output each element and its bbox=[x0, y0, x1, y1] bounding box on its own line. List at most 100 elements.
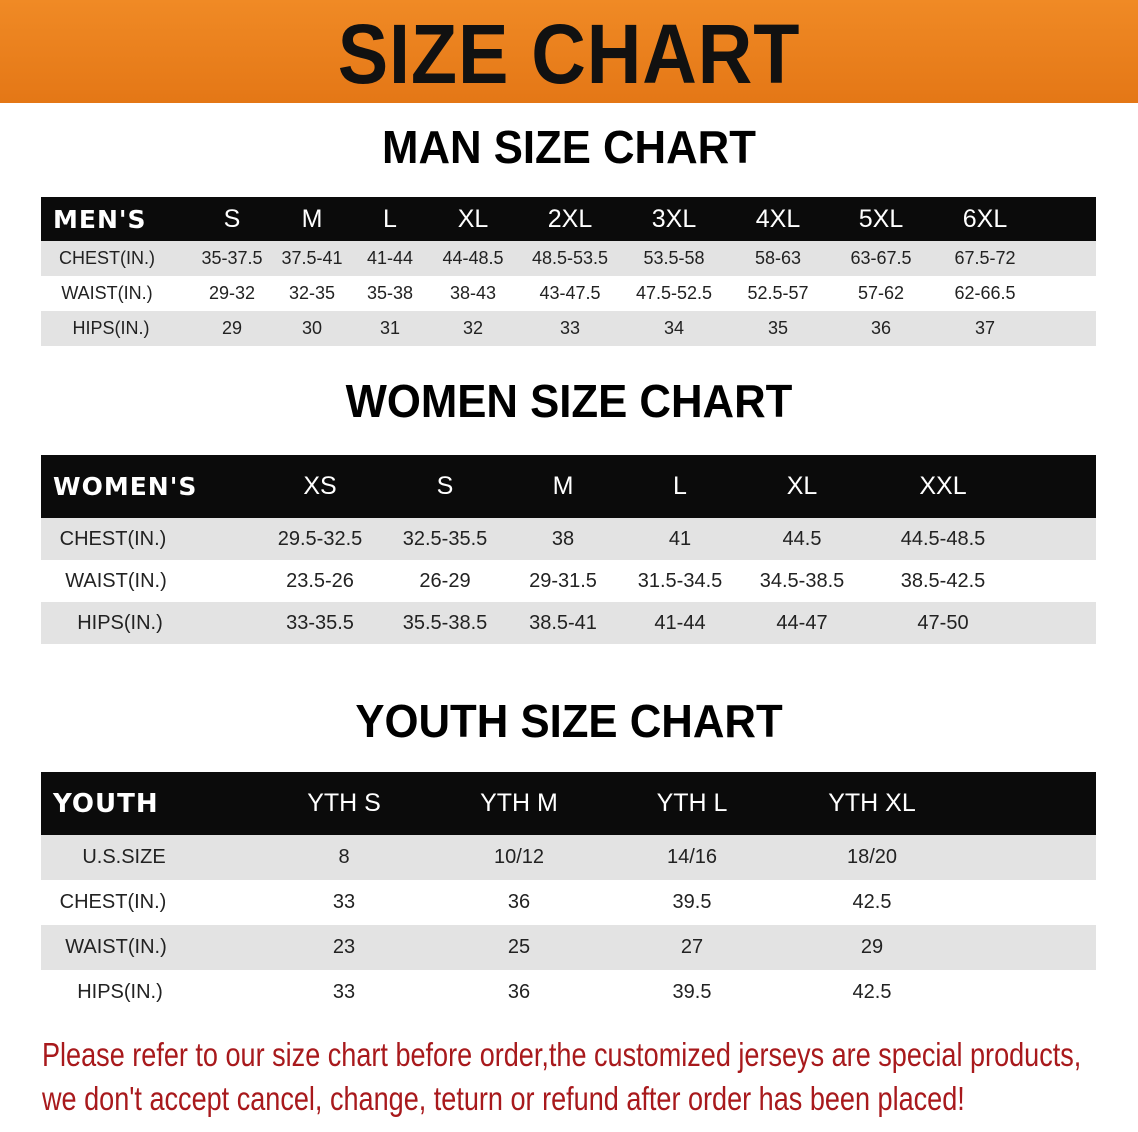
table-cell: 31 bbox=[379, 318, 401, 338]
table-cell: 35-38 bbox=[366, 283, 414, 303]
table-cell: 31.5-34.5 bbox=[637, 569, 723, 592]
size-column-header: YTH S bbox=[307, 789, 381, 817]
size-column-header: 3XL bbox=[651, 204, 697, 233]
women-header-label: WOMEN'S bbox=[53, 472, 198, 501]
size-column-header: M bbox=[301, 204, 323, 233]
table-cell: 41-44 bbox=[654, 611, 706, 634]
table-cell: 63-67.5 bbox=[850, 248, 912, 268]
table-row: WAIST(IN.) 29-32 32-35 35-38 38-43 43-47.5 47.… bbox=[41, 276, 1096, 311]
table-cell: 47-50 bbox=[917, 611, 969, 634]
size-column-header: 6XL bbox=[962, 204, 1008, 233]
table-cell: 52.5-57 bbox=[747, 283, 809, 303]
table-cell: 32.5-35.5 bbox=[402, 527, 488, 550]
order-notice-line-2: we don't accept cancel, change, teturn o… bbox=[42, 1080, 965, 1117]
table-cell: 29 bbox=[221, 318, 243, 338]
women-table-header: WOMEN'S XS S M L XL XXL bbox=[41, 455, 1096, 518]
table-cell: 43-47.5 bbox=[539, 283, 601, 303]
table-cell: 18/20 bbox=[846, 846, 898, 868]
table-cell: 10/12 bbox=[493, 846, 545, 868]
table-cell: 33 bbox=[332, 891, 356, 913]
table-cell: 27 bbox=[680, 936, 704, 958]
table-cell: 25 bbox=[507, 936, 531, 958]
table-cell: 30 bbox=[301, 318, 323, 338]
youth-header-label: YOUTH bbox=[53, 788, 159, 819]
table-cell: 29.5-32.5 bbox=[277, 527, 363, 550]
size-column-header: 4XL bbox=[755, 204, 801, 233]
size-column-header: L bbox=[673, 472, 687, 500]
row-label: HIPS(IN.) bbox=[72, 318, 150, 338]
table-row: WAIST(IN.) 23.5-26 26-29 29-31.5 31.5-34.5 34… bbox=[41, 560, 1096, 602]
row-label: WAIST(IN.) bbox=[61, 283, 153, 303]
table-cell: 41 bbox=[668, 527, 692, 550]
table-row: HIPS(IN.) 33-35.5 35.5-38.5 38.5-41 41-44 44-… bbox=[41, 602, 1096, 644]
size-column-header: 2XL bbox=[547, 204, 593, 233]
size-column-header: M bbox=[552, 472, 574, 500]
table-row: HIPS(IN.) 33 36 39.5 42.5 bbox=[41, 970, 1096, 1015]
table-cell: 32-35 bbox=[288, 283, 336, 303]
table-cell: 58-63 bbox=[754, 248, 802, 268]
row-label: U.S.SIZE bbox=[82, 846, 166, 868]
size-column-header: 5XL bbox=[858, 204, 904, 233]
table-cell: 37 bbox=[974, 318, 996, 338]
table-cell: 36 bbox=[507, 891, 531, 913]
table-cell: 36 bbox=[870, 318, 892, 338]
table-cell: 8 bbox=[338, 846, 350, 868]
table-cell: 44.5-48.5 bbox=[900, 527, 986, 550]
size-column-header: S bbox=[223, 204, 241, 233]
table-row: CHEST(IN.) 35-37.5 37.5-41 41-44 44-48.5 48.5… bbox=[41, 241, 1096, 276]
table-cell: 36 bbox=[507, 981, 531, 1003]
table-cell: 53.5-58 bbox=[643, 248, 705, 268]
row-label: HIPS(IN.) bbox=[77, 611, 163, 634]
table-cell: 42.5 bbox=[852, 981, 892, 1003]
table-cell: 67.5-72 bbox=[954, 248, 1016, 268]
youth-size-table: YOUTH YTH S YTH M YTH L YTH XL U.S.SIZE 8 10/12… bbox=[41, 772, 1096, 1015]
table-cell: 35 bbox=[767, 318, 789, 338]
table-cell: 44.5 bbox=[782, 527, 822, 550]
table-cell: 14/16 bbox=[666, 846, 718, 868]
size-column-header: L bbox=[383, 204, 397, 233]
row-label: CHEST(IN.) bbox=[59, 891, 167, 913]
table-cell: 62-66.5 bbox=[954, 283, 1016, 303]
size-column-header: XXL bbox=[919, 472, 967, 500]
row-label: WAIST(IN.) bbox=[65, 569, 167, 592]
size-chart-banner: SIZE CHART bbox=[0, 0, 1138, 103]
table-cell: 33 bbox=[332, 981, 356, 1003]
table-cell: 23 bbox=[332, 936, 356, 958]
table-row: CHEST(IN.) 33 36 39.5 42.5 bbox=[41, 880, 1096, 925]
table-cell: 57-62 bbox=[857, 283, 905, 303]
row-label: WAIST(IN.) bbox=[65, 936, 167, 958]
size-column-header: S bbox=[436, 472, 454, 500]
size-column-header: YTH L bbox=[656, 789, 728, 817]
men-table-header: MEN'S S M L XL 2XL 3XL 4XL 5XL 6XL bbox=[41, 197, 1096, 241]
size-column-header: YTH XL bbox=[828, 789, 916, 817]
row-label: CHEST(IN.) bbox=[59, 248, 155, 268]
table-cell: 47.5-52.5 bbox=[635, 283, 713, 303]
youth-heading: YOUTH SIZE CHART bbox=[355, 695, 783, 747]
table-cell: 35-37.5 bbox=[201, 248, 263, 268]
women-heading: WOMEN SIZE CHART bbox=[345, 375, 793, 427]
women-size-table: WOMEN'S XS S M L XL XXL CHEST(IN.) 29.5-32.5 32.5… bbox=[41, 455, 1096, 644]
men-header-label: MEN'S bbox=[53, 204, 147, 234]
men-heading: MAN SIZE CHART bbox=[382, 121, 756, 173]
table-cell: 33 bbox=[559, 318, 581, 338]
table-cell: 26-29 bbox=[419, 569, 471, 592]
table-cell: 29-31.5 bbox=[529, 569, 597, 592]
table-cell: 44-47 bbox=[776, 611, 828, 634]
table-cell: 34.5-38.5 bbox=[759, 569, 845, 592]
size-column-header: XL bbox=[786, 472, 818, 500]
table-row: HIPS(IN.) 29 30 31 32 33 34 35 36 37 bbox=[41, 311, 1096, 346]
page-title: SIZE CHART bbox=[337, 7, 801, 101]
table-cell: 38 bbox=[551, 527, 575, 550]
table-cell: 38.5-42.5 bbox=[900, 569, 986, 592]
table-cell: 38-43 bbox=[449, 283, 497, 303]
size-column-header: XS bbox=[303, 472, 337, 500]
table-cell: 29 bbox=[860, 936, 884, 958]
table-cell: 23.5-26 bbox=[286, 569, 354, 592]
table-cell: 35.5-38.5 bbox=[402, 611, 488, 634]
table-cell: 29-32 bbox=[208, 283, 256, 303]
table-cell: 33-35.5 bbox=[286, 611, 354, 634]
table-row: WAIST(IN.) 23 25 27 29 bbox=[41, 925, 1096, 970]
table-cell: 42.5 bbox=[852, 891, 892, 913]
table-cell: 44-48.5 bbox=[442, 248, 504, 268]
table-cell: 41-44 bbox=[366, 248, 414, 268]
